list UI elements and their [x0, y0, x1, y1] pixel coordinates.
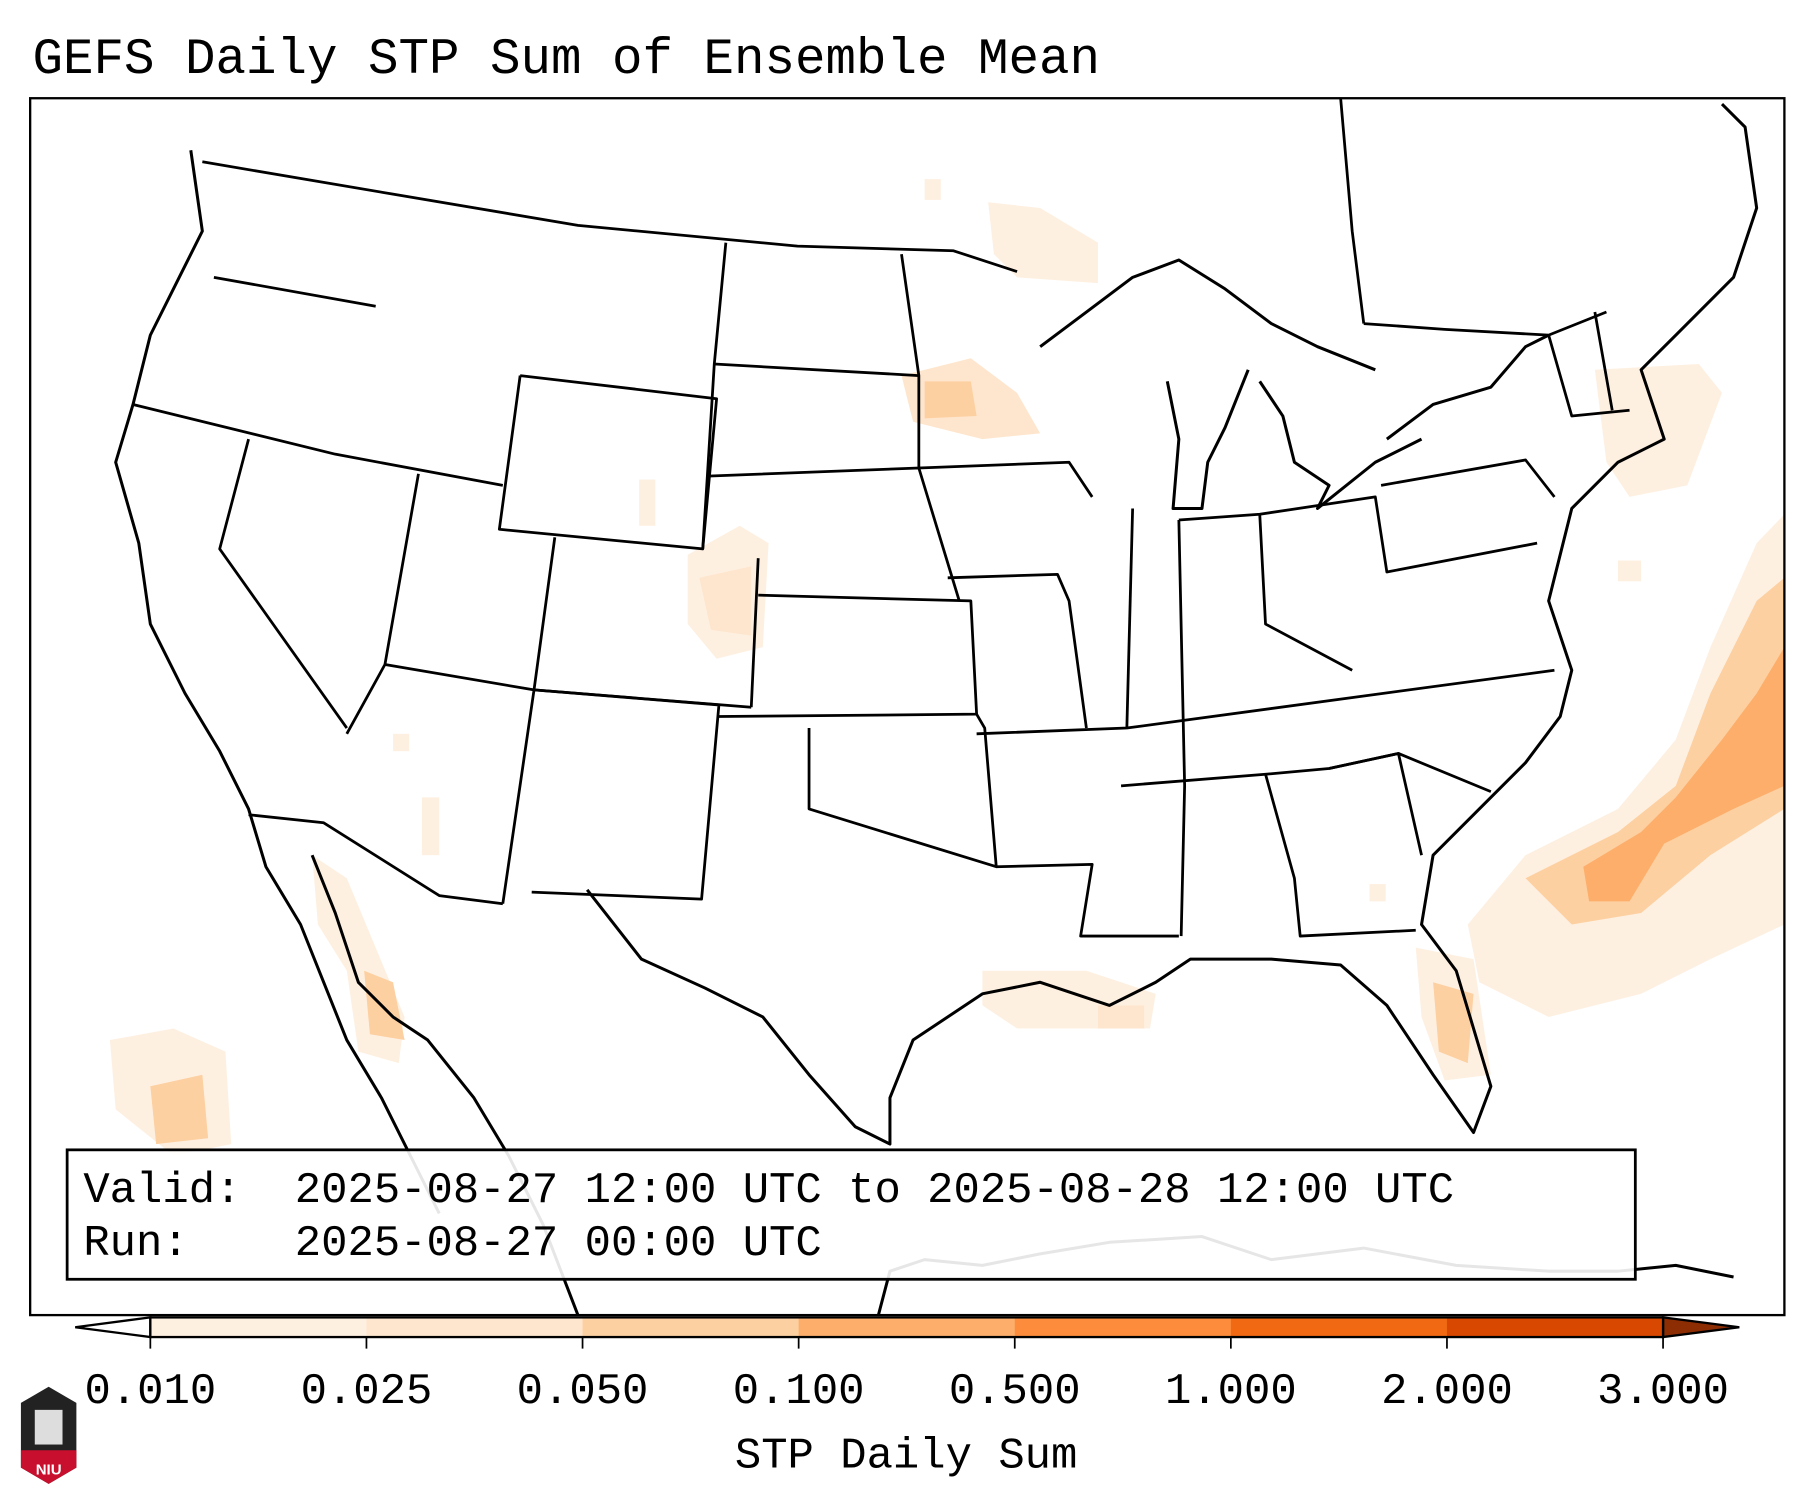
niu-logo: NIU: [20, 1386, 77, 1484]
colorbar-label: STP Daily Sum: [735, 1432, 1078, 1482]
colorbar-segment: [1446, 1317, 1664, 1338]
map-frame: [29, 97, 1786, 1317]
colorbar-tick-label: 0.100: [733, 1367, 865, 1417]
colorbar-tick-label: 1.000: [1165, 1367, 1297, 1417]
colorbar-segment: [798, 1317, 1016, 1338]
colorbar-segment: [582, 1317, 800, 1338]
colorbar-segment: [150, 1317, 368, 1338]
map-panel: Valid: 2025-08-27 12:00 UTC to 2025-08-2…: [29, 97, 1786, 1317]
run-value: 2025-08-27 00:00 UTC: [295, 1219, 822, 1269]
colorbar-tick-label: 0.025: [301, 1367, 433, 1417]
colorbar-tick-label: 0.050: [517, 1367, 649, 1417]
info-box: Valid: 2025-08-27 12:00 UTC to 2025-08-2…: [65, 1148, 1637, 1281]
border-lines: [132, 98, 1630, 938]
colorbar-segment: [1230, 1317, 1448, 1338]
colorbar-tick-label: 2.000: [1381, 1367, 1513, 1417]
colorbar-segment: [366, 1317, 584, 1338]
stp-shading: [109, 179, 1785, 1156]
run-label: Run:: [83, 1219, 188, 1269]
colorbar-under-extend: [75, 1316, 152, 1339]
colorbar-tick-label: 0.500: [949, 1367, 1081, 1417]
valid-value: 2025-08-27 12:00 UTC to 2025-08-28 12:00…: [295, 1166, 1454, 1216]
colorbar-tick-label: 3.000: [1597, 1367, 1729, 1417]
coastlines: [114, 102, 1759, 1316]
figure-title: GEFS Daily STP Sum of Ensemble Mean: [32, 32, 1100, 89]
colorbar-tick-label: 0.010: [84, 1367, 216, 1417]
valid-label: Valid:: [83, 1166, 241, 1216]
colorbar-over-extend: [1661, 1316, 1740, 1339]
colorbar-outline: [149, 1316, 1665, 1339]
colorbar-segment: [1014, 1317, 1232, 1338]
colorbar: 0.010 0.025 0.050 0.100 0.500 1.000 2.000 3.000: [75, 1316, 1740, 1417]
logo-text: NIU: [36, 1462, 62, 1479]
